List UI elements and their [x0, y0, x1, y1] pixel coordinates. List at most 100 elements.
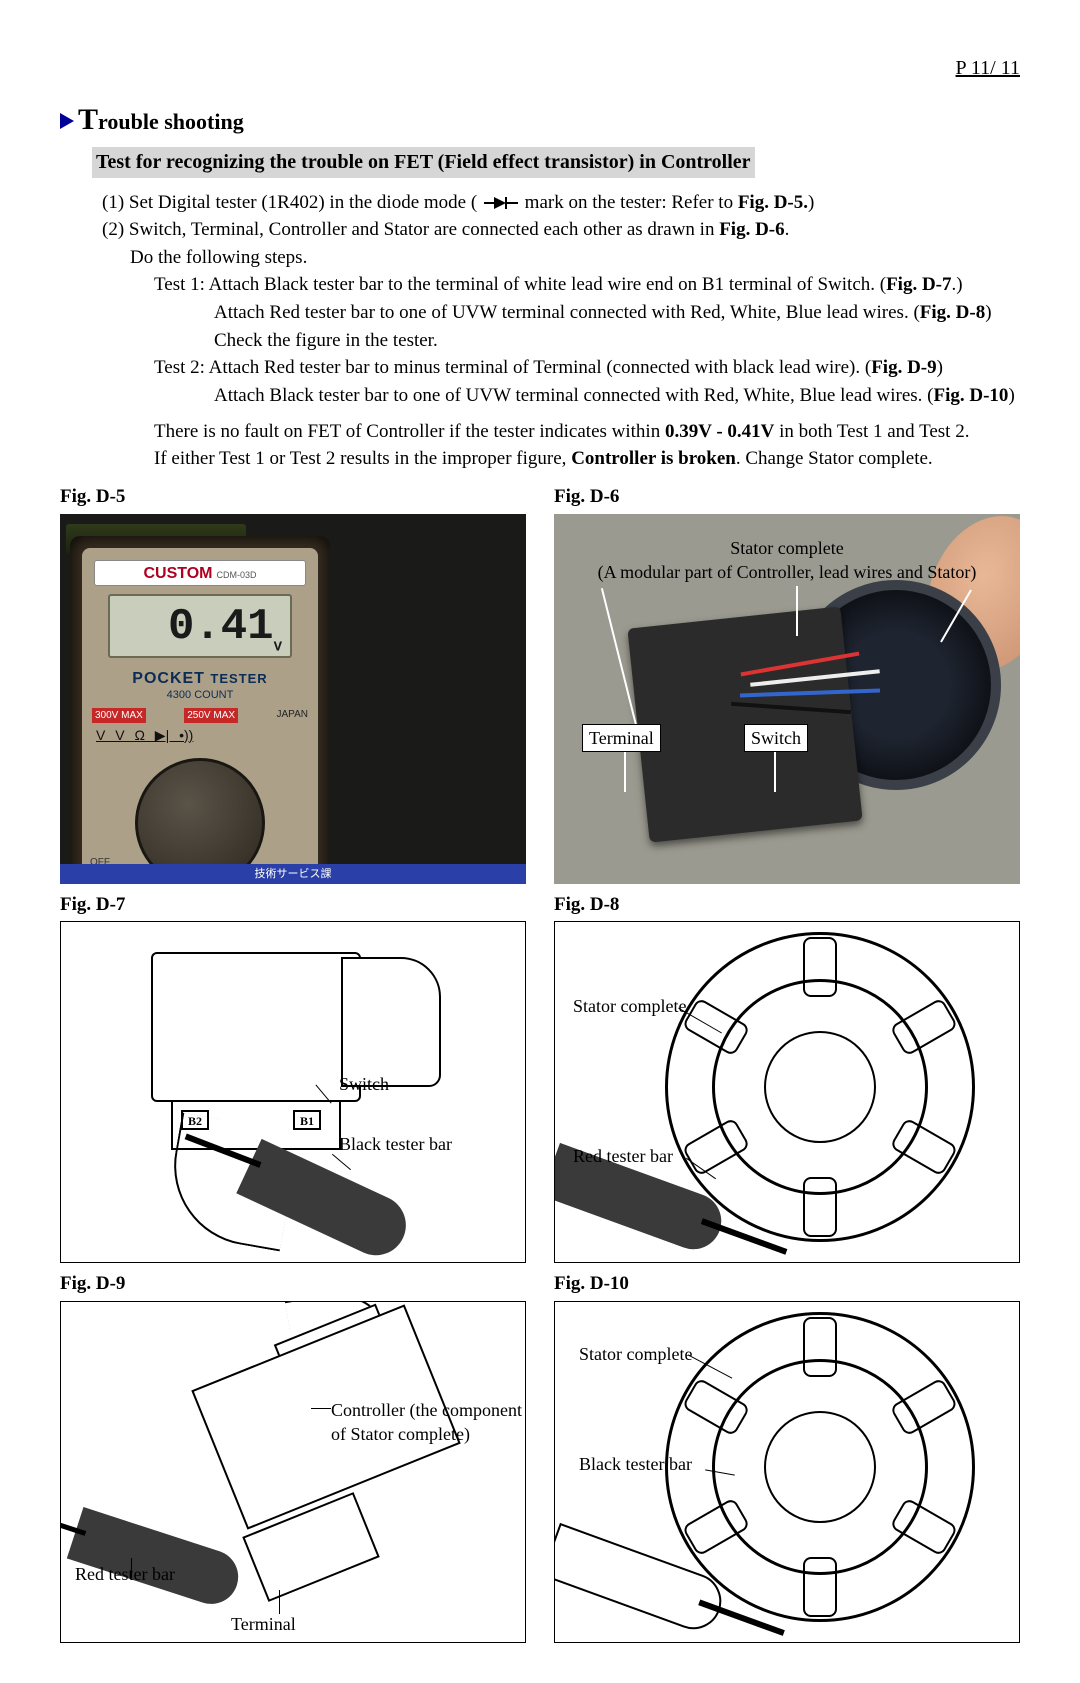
d7-b1: B1: [293, 1110, 321, 1130]
slot: [803, 1177, 837, 1237]
t: CDM-03D: [217, 570, 257, 580]
t: TESTER: [210, 671, 267, 686]
d10-stator: Stator complete: [579, 1342, 692, 1366]
fig-d8-caption: Fig. D-8: [554, 892, 1020, 918]
d8-stator: Stator complete: [573, 994, 686, 1018]
fig-d5: CUSTOMCDM-03D 0.41V POCKET TESTER 4300 C…: [60, 514, 526, 884]
t: ): [1008, 385, 1014, 406]
test1c: Check the figure in the tester.: [214, 328, 1020, 354]
d8-red: Red tester bar: [573, 1144, 673, 1168]
t: POCKET: [132, 670, 205, 687]
test1: Test 1: Attach Black tester bar to the t…: [154, 272, 1020, 298]
t: in both Test 1 and Test 2.: [774, 421, 969, 442]
result2: If either Test 1 or Test 2 results in th…: [154, 446, 1020, 472]
d5-brand: CUSTOMCDM-03D: [94, 560, 306, 586]
d5-strip: 技術サービス課: [60, 864, 526, 884]
fig-d5-caption: Fig. D-5: [60, 484, 526, 510]
t: Fig. D-9: [871, 357, 936, 378]
leader: [796, 586, 798, 636]
test1b: Attach Red tester bar to one of UVW term…: [214, 300, 1020, 326]
t: Attach Red tester bar to one of UVW term…: [214, 302, 920, 323]
t: Fig. D-8: [920, 302, 985, 323]
t: Controller is broken: [571, 448, 736, 469]
step2-follow: Do the following steps.: [130, 245, 1020, 271]
d6-stator1: Stator complete: [554, 536, 1020, 560]
slot: [889, 1117, 958, 1176]
t: 0.41: [168, 602, 274, 652]
d9-term-label: Terminal: [231, 1612, 296, 1636]
stator: [665, 932, 975, 1242]
fig-d10: Stator complete Black tester bar: [554, 1301, 1020, 1643]
leader: [131, 1558, 132, 1578]
fig-d10-cell: Fig. D-10 Stator complete Black tester b…: [554, 1271, 1020, 1643]
diode-icon: [484, 195, 518, 211]
lineart: Controller (the component of Stator comp…: [61, 1302, 525, 1642]
leader: [774, 752, 776, 792]
fig-d7: B2 B1 Switch Black tester bar: [60, 921, 526, 1263]
fig-d9-cell: Fig. D-9 Controller (the component of St…: [60, 1271, 526, 1643]
d5-count: 4300 COUNT: [82, 688, 318, 703]
d7-switch: Switch: [339, 1072, 389, 1096]
d5-lcd: 0.41V: [108, 594, 292, 658]
d5-plate: CUSTOMCDM-03D 0.41V POCKET TESTER 4300 C…: [82, 548, 318, 874]
t: Attach Black tester bar to one of UVW te…: [214, 385, 934, 406]
t: .: [785, 219, 790, 240]
body-text: (1) Set Digital tester (1R402) in the di…: [102, 190, 1020, 472]
fig-d9-caption: Fig. D-9: [60, 1271, 526, 1297]
lineart: Stator complete Black tester bar: [555, 1302, 1019, 1642]
result1: There is no fault on FET of Controller i…: [154, 419, 1020, 445]
t: ): [808, 192, 814, 213]
step2: (2) Switch, Terminal, Controller and Sta…: [102, 217, 1020, 243]
slot: [803, 937, 837, 997]
d7-body: [151, 952, 361, 1102]
test2b: Attach Black tester bar to one of UVW te…: [214, 383, 1020, 409]
t: If either Test 1 or Test 2 results in th…: [154, 448, 571, 469]
fig-d6-cell: Fig. D-6 Stator complete (A modular part…: [554, 484, 1020, 884]
t: ): [985, 302, 991, 323]
d6-switch: Switch: [744, 724, 808, 752]
t: .): [952, 274, 963, 295]
t: JAPAN: [277, 708, 309, 724]
d6-terminal: Terminal: [582, 724, 661, 752]
fig-d5-cell: Fig. D-5 CUSTOMCDM-03D 0.41V POCKET TEST…: [60, 484, 526, 884]
t: . Change Stator complete.: [736, 448, 933, 469]
fig-d6-caption: Fig. D-6: [554, 484, 1020, 510]
leader: [311, 1408, 331, 1409]
test2: Test 2: Attach Red tester bar to minus t…: [154, 355, 1020, 381]
title-rest: rouble shooting: [98, 109, 244, 134]
d5-meter: CUSTOMCDM-03D 0.41V POCKET TESTER 4300 C…: [70, 536, 330, 884]
d9-red: Red tester bar: [75, 1562, 175, 1586]
fig-d7-caption: Fig. D-7: [60, 892, 526, 918]
fig-d7-cell: Fig. D-7 B2 B1 Switch Black tester bar: [60, 892, 526, 1264]
leader: [279, 1590, 280, 1614]
d9-probe: [67, 1507, 245, 1611]
t: Fig. D-6: [719, 219, 784, 240]
t: mark on the tester: Refer to: [525, 192, 738, 213]
slot: [803, 1317, 837, 1377]
t: V: [274, 639, 282, 655]
lineart: Stator complete Red tester bar: [555, 922, 1019, 1262]
t: (2) Switch, Terminal, Controller and Sta…: [102, 219, 719, 240]
section-title: Trouble shooting: [60, 100, 1020, 141]
fig-d10-caption: Fig. D-10: [554, 1271, 1020, 1297]
d6-stator2: (A modular part of Controller, lead wire…: [554, 560, 1020, 584]
d7-trigger: [341, 957, 441, 1087]
d5-row: 300V MAX 250V MAX JAPAN: [92, 708, 308, 724]
fig-d8: Stator complete Red tester bar: [554, 921, 1020, 1263]
d9-c2: of Stator complete): [331, 1422, 470, 1446]
lineart: B2 B1 Switch Black tester bar: [61, 922, 525, 1262]
leader: [624, 752, 626, 792]
fig-d6: Stator complete (A modular part of Contr…: [554, 514, 1020, 884]
fig-d8-cell: Fig. D-8 Stator complete Red tester bar: [554, 892, 1020, 1264]
t: Test 2: Attach Red tester bar to minus t…: [154, 357, 871, 378]
title-big: T: [78, 103, 98, 136]
subtitle: Test for recognizing the trouble on FET …: [92, 147, 755, 178]
t: 250V MAX: [184, 708, 238, 724]
d5-pt: POCKET TESTER: [82, 668, 318, 690]
stator-core: [764, 1031, 876, 1143]
t: Fig. D-5.: [738, 192, 808, 213]
d5-symbols: V V Ω ▶| •)): [96, 726, 193, 745]
step1: (1) Set Digital tester (1R402) in the di…: [102, 190, 1020, 216]
page-number: P 11/ 11: [60, 55, 1020, 82]
fig-d9: Controller (the component of Stator comp…: [60, 1301, 526, 1643]
